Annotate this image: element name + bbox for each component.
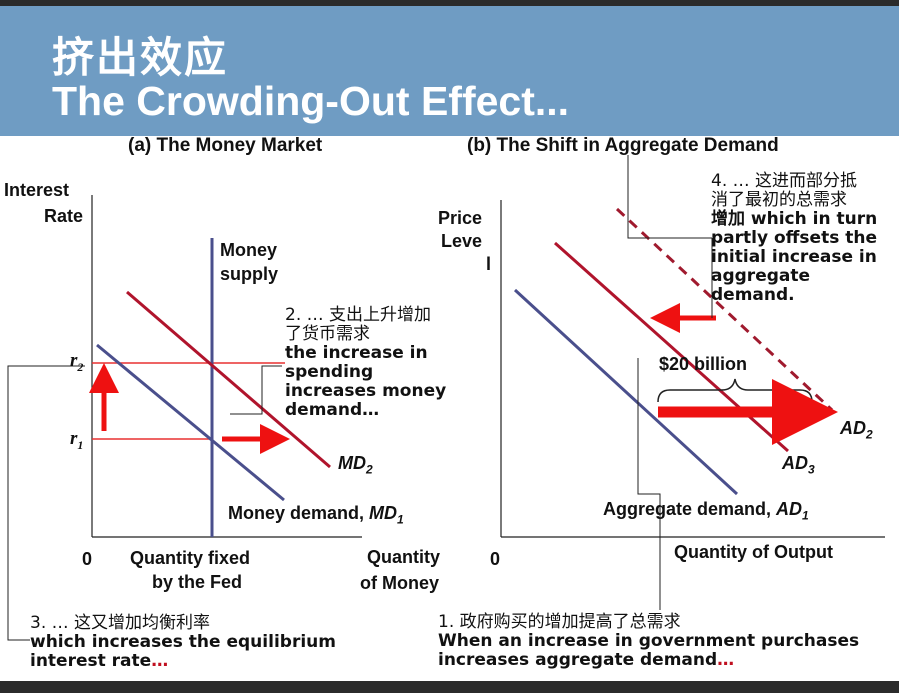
note2-connector <box>230 365 282 415</box>
twenty-billion-label: $20 billion <box>659 354 748 374</box>
price-level-axis-label-3: l <box>486 254 492 274</box>
note4-text: 4. … 这进而部分抵 消了最初的总需求 增加 which in turn pa… <box>711 171 878 305</box>
quantity-money-label-2: of Money <box>360 573 439 593</box>
aggregate-demand-heading: (b) The Shift in Aggregate Demand <box>467 135 779 156</box>
price-level-axis-label-2: Leve <box>441 231 483 251</box>
r2-label: r2 <box>70 350 84 374</box>
note4-connector <box>627 155 712 239</box>
interest-rate-axis-label-2: Rate <box>44 206 84 226</box>
interest-rate-axis-label-1: Interest <box>4 180 70 200</box>
aggregate-demand-ad2-line <box>615 207 834 412</box>
note3-connector <box>7 365 85 641</box>
ad1-label: Aggregate demand, AD1 <box>603 499 809 523</box>
money-demand-md1-line <box>96 343 285 502</box>
ad3-label: AD3 <box>782 453 815 477</box>
money-market-heading: (a) The Money Market <box>128 135 323 156</box>
title-english: The Crowding-Out Effect... <box>52 78 570 124</box>
shift-brace <box>657 378 813 403</box>
quantity-money-label-1: Quantity <box>367 547 441 567</box>
note3-text: 3. … 这又增加均衡利率 which increases the equili… <box>30 613 336 671</box>
note1-connector <box>637 358 661 610</box>
quantity-fixed-label-2: by the Fed <box>152 572 243 592</box>
money-supply-label-2: supply <box>220 264 279 284</box>
money-origin-label: 0 <box>82 549 93 569</box>
price-level-axis-label-1: Price <box>438 208 483 228</box>
title-chinese: 挤出效应 <box>52 33 229 82</box>
quantity-output-label: Quantity of Output <box>674 542 833 562</box>
aggregate-demand-ad1-line <box>513 288 739 496</box>
money-supply-label-1: Money <box>220 240 278 260</box>
r1-label: r1 <box>70 428 84 452</box>
bottom-bar <box>0 681 899 693</box>
note1-text: 1. 政府购买的增加提高了总需求 When an increase in gov… <box>438 612 860 670</box>
money-demand-md2-line <box>126 290 331 469</box>
ad2-label: AD2 <box>840 418 873 442</box>
note2-text: 2. … 支出上升增加 了货币需求 the increase in spendi… <box>285 305 447 420</box>
md1-label: Money demand, MD1 <box>228 503 404 527</box>
title-band: 挤出效应 The Crowding-Out Effect... <box>0 6 899 136</box>
output-origin-label: 0 <box>490 549 501 569</box>
md2-label: MD2 <box>338 453 373 477</box>
quantity-fixed-label-1: Quantity fixed <box>130 548 251 568</box>
top-bar <box>0 0 899 6</box>
